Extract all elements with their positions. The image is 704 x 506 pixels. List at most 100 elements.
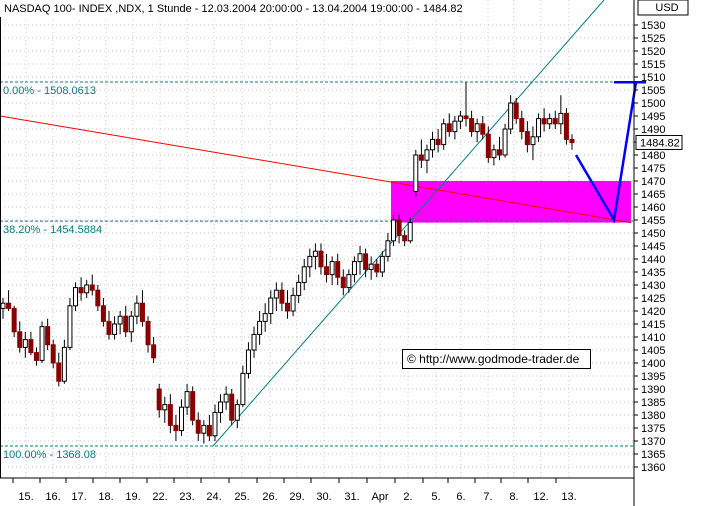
candle-body (167, 404, 173, 426)
candle-body (496, 149, 502, 156)
candle-body (424, 149, 430, 161)
x-tick-label: 8. (509, 491, 518, 503)
candle-body (502, 128, 508, 156)
y-tick-label: 1425 (641, 293, 665, 305)
candle-body (491, 149, 497, 159)
candle-body (368, 263, 374, 270)
candle-body (78, 287, 84, 294)
candle-body (56, 362, 62, 382)
candle-body (547, 118, 553, 125)
currency-label: USD (655, 2, 678, 14)
candle-body (145, 320, 151, 346)
y-tick-label: 1495 (641, 111, 665, 123)
candle-body (530, 136, 536, 146)
candle-body (536, 118, 542, 138)
candle-body (100, 305, 106, 322)
x-tick-label: 25. (234, 491, 249, 503)
candle-body (318, 250, 324, 268)
x-axis-ticks: 15. 16. 17. 18. 19. 22. 23. 24. 25. 26. 29. 30. 31. A… (12, 478, 577, 503)
candle-body (162, 404, 168, 411)
candle-body (374, 263, 380, 273)
candle-body (117, 315, 123, 325)
x-tick-label: 29. (289, 491, 304, 503)
candle-body (396, 219, 402, 237)
candle-body (430, 138, 436, 151)
y-tick-label: 1370 (641, 436, 665, 448)
title-background (0, 0, 450, 17)
y-tick-label: 1380 (641, 410, 665, 422)
candles (0, 82, 575, 444)
y-axis-ticks: 1530152515201515151015051500149514901485… (634, 20, 665, 474)
y-tick-label: 1420 (641, 306, 665, 318)
candle-body (469, 118, 475, 133)
x-tick-label: 16. (45, 491, 60, 503)
x-tick-label: 23. (179, 491, 194, 503)
candle-body (290, 294, 296, 312)
candle-body (524, 131, 530, 146)
y-tick-label: 1440 (641, 254, 665, 266)
candle-body (485, 133, 491, 159)
candle-body (390, 219, 396, 242)
y-tick-label: 1360 (641, 462, 665, 474)
x-tick-label: 5. (431, 491, 440, 503)
x-tick-label: 19. (125, 491, 140, 503)
candle-body (301, 266, 307, 283)
candle-body (240, 372, 246, 406)
x-tick-label: 30. (316, 491, 331, 503)
candle-body (179, 406, 185, 432)
candle-body (212, 411, 218, 437)
y-tick-label: 1515 (641, 59, 665, 71)
candle-body (357, 253, 363, 263)
x-tick-label: 18. (98, 491, 113, 503)
x-tick-label: 15. (18, 491, 33, 503)
candle-body (385, 240, 391, 257)
candle-body (441, 123, 447, 146)
candle-body (156, 388, 162, 411)
x-tick-label: 17. (71, 491, 86, 503)
y-tick-label: 1375 (641, 423, 665, 435)
candle-body (312, 250, 318, 257)
candle-body (513, 102, 519, 120)
y-tick-label: 1430 (641, 280, 665, 292)
y-tick-label: 1385 (641, 397, 665, 409)
candle-body (223, 393, 229, 403)
candle-body (33, 352, 39, 361)
y-tick-label: 1450 (641, 228, 665, 240)
fib-label: 0.00% - 1508.0613 (3, 85, 96, 97)
candle-body (268, 297, 274, 315)
x-tick-label: 7. (483, 491, 492, 503)
candle-body (296, 281, 302, 296)
candle-body (346, 274, 352, 289)
y-tick-label: 1395 (641, 371, 665, 383)
y-tick-label: 1510 (641, 72, 665, 84)
fib-label: 38.20% - 1454.5884 (3, 224, 102, 236)
candle-body (0, 302, 6, 309)
y-tick-label: 1465 (641, 189, 665, 201)
candle-body (61, 346, 67, 382)
candle-body (402, 235, 408, 242)
candle-body (45, 326, 51, 346)
candle-body (563, 112, 569, 140)
candle-body (190, 391, 196, 421)
candle-body (151, 344, 157, 359)
candle-body (363, 253, 369, 270)
candle-body (480, 123, 486, 135)
last-value-label: 1484.82 (640, 137, 680, 149)
candle-body (173, 424, 179, 432)
candle-body (73, 287, 79, 307)
candle-body (251, 333, 257, 351)
candle-body (446, 123, 452, 133)
last-value-box (635, 134, 683, 150)
x-tick-label: 31. (344, 491, 359, 503)
candle-body (95, 289, 101, 307)
candle-body (324, 266, 330, 276)
y-tick-label: 1455 (641, 215, 665, 227)
y-tick-label: 1390 (641, 384, 665, 396)
candle-body (22, 339, 28, 348)
candle-body (39, 326, 45, 361)
candle-body (84, 284, 90, 294)
candle-body (335, 261, 341, 278)
x-tick-label: 6. (456, 491, 465, 503)
candle-body (457, 115, 463, 122)
